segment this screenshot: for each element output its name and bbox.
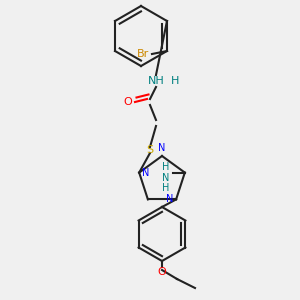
Text: O: O [123, 97, 132, 107]
Text: Br: Br [137, 49, 149, 59]
Text: O: O [158, 267, 166, 277]
Text: H: H [171, 76, 179, 86]
Text: N: N [166, 194, 173, 204]
Text: H
N: H N [163, 162, 170, 183]
Text: NH: NH [148, 76, 164, 86]
Text: S: S [146, 145, 154, 155]
Text: H: H [163, 183, 170, 193]
Text: N: N [158, 143, 166, 153]
Text: N: N [142, 168, 149, 178]
